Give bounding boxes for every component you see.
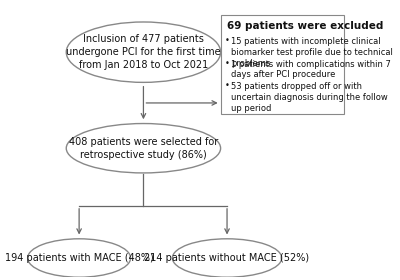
Ellipse shape (172, 239, 282, 277)
Text: 1 patients with complications within 7
days after PCI procedure: 1 patients with complications within 7 d… (231, 60, 391, 79)
Ellipse shape (66, 123, 221, 173)
Ellipse shape (66, 22, 221, 82)
FancyBboxPatch shape (221, 15, 344, 114)
Text: 214 patients without MACE (52%): 214 patients without MACE (52%) (144, 253, 310, 263)
Text: •: • (225, 36, 230, 45)
Text: •: • (225, 81, 230, 90)
Text: Inclusion of 477 patients
undergone PCI for the first time
from Jan 2018 to Oct : Inclusion of 477 patients undergone PCI … (66, 34, 221, 70)
Text: 408 patients were selected for
retrospective study (86%): 408 patients were selected for retrospec… (69, 137, 218, 160)
Text: 15 patients with incomplete clinical
biomarker test profile due to technical
pro: 15 patients with incomplete clinical bio… (231, 37, 393, 67)
Text: 53 patients dropped off or with
uncertain diagnosis during the follow
up period: 53 patients dropped off or with uncertai… (231, 82, 388, 113)
Ellipse shape (28, 239, 130, 277)
Text: •: • (225, 59, 230, 68)
Text: 69 patients were excluded: 69 patients were excluded (227, 22, 384, 31)
Text: 194 patients with MACE (48%): 194 patients with MACE (48%) (5, 253, 154, 263)
